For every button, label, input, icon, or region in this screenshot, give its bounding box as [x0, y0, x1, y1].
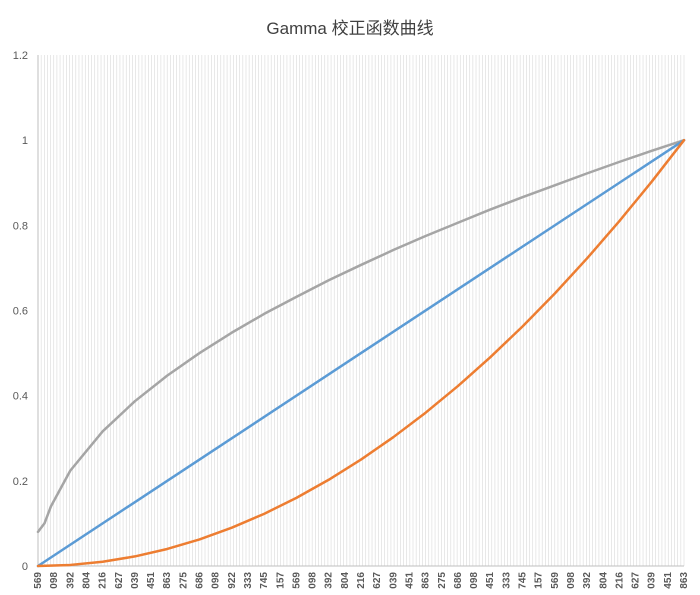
x-tick-label: 745 — [518, 572, 529, 589]
chart-title: Gamma 校正函数曲线 — [266, 19, 434, 38]
x-tick-label: 451 — [404, 572, 415, 589]
x-tick-label: 569 — [33, 572, 44, 589]
y-tick-label: 0.2 — [13, 476, 28, 488]
y-tick-label: 1 — [22, 135, 28, 147]
x-tick-label: 569 — [291, 572, 302, 589]
x-tick-label: 039 — [130, 572, 141, 589]
y-tick-label: 0.4 — [13, 391, 28, 403]
x-axis-ticks: 569 098 392 804 216 627 039 451 863 275 686 098 922 3… — [33, 572, 690, 589]
y-tick-label: 0 — [22, 561, 28, 573]
x-tick-label: 863 — [162, 572, 173, 589]
x-tick-label: 627 — [372, 572, 383, 589]
x-tick-label: 451 — [663, 572, 674, 589]
series-lines — [36, 138, 686, 568]
x-tick-label: 333 — [243, 572, 254, 589]
series-line-1 — [36, 138, 686, 534]
x-tick-label: 686 — [195, 572, 206, 589]
y-tick-label: 1.2 — [13, 50, 28, 62]
x-tick-label: 098 — [469, 572, 480, 589]
vertical-grid — [37, 55, 685, 566]
x-tick-label: 451 — [146, 572, 157, 589]
x-tick-label: 275 — [178, 572, 189, 589]
x-tick-label: 863 — [679, 572, 690, 589]
x-tick-label: 098 — [566, 572, 577, 589]
x-tick-label: 745 — [259, 572, 270, 589]
x-tick-label: 392 — [582, 572, 593, 589]
x-tick-label: 098 — [49, 572, 60, 589]
x-tick-label: 098 — [308, 572, 319, 589]
x-tick-label: 686 — [453, 572, 464, 589]
x-tick-label: 804 — [81, 572, 92, 589]
x-tick-label: 157 — [275, 572, 286, 589]
x-tick-label: 451 — [485, 572, 496, 589]
series-line-3 — [36, 138, 686, 568]
x-tick-label: 333 — [501, 572, 512, 589]
series-line-2 — [36, 138, 686, 568]
axes — [37, 55, 684, 567]
x-tick-label: 216 — [98, 572, 109, 589]
x-tick-label: 804 — [598, 572, 609, 589]
y-tick-label: 0.6 — [13, 306, 28, 318]
x-tick-label: 216 — [614, 572, 625, 589]
x-tick-label: 039 — [388, 572, 399, 589]
x-tick-label: 627 — [114, 572, 125, 589]
x-tick-label: 627 — [631, 572, 642, 589]
x-tick-label: 039 — [647, 572, 658, 589]
y-tick-label: 0.8 — [13, 220, 28, 232]
x-tick-label: 157 — [534, 572, 545, 589]
x-tick-label: 804 — [340, 572, 351, 589]
x-tick-label: 392 — [324, 572, 335, 589]
y-axis-ticks: 0 0.2 0.4 0.6 0.8 1 1.2 — [13, 50, 28, 573]
x-tick-label: 216 — [356, 572, 367, 589]
x-tick-label: 275 — [437, 572, 448, 589]
x-tick-label: 098 — [211, 572, 222, 589]
x-tick-label: 569 — [550, 572, 561, 589]
x-tick-label: 392 — [65, 572, 76, 589]
x-tick-label: 922 — [227, 572, 238, 589]
x-tick-label: 863 — [421, 572, 432, 589]
